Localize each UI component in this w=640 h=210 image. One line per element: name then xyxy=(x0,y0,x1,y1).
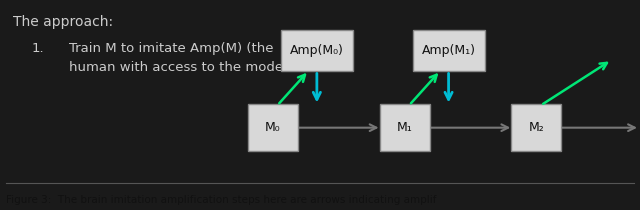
Text: Amp(M₁): Amp(M₁) xyxy=(422,45,476,57)
FancyBboxPatch shape xyxy=(380,104,430,151)
Text: The approach:: The approach: xyxy=(13,15,113,29)
FancyBboxPatch shape xyxy=(413,30,484,71)
Text: Amp(M₀): Amp(M₀) xyxy=(290,45,344,57)
FancyBboxPatch shape xyxy=(281,30,353,71)
Text: M₁: M₁ xyxy=(397,121,413,134)
Text: 1.: 1. xyxy=(31,42,44,55)
Text: M₂: M₂ xyxy=(529,121,544,134)
Text: M₀: M₀ xyxy=(265,121,281,134)
FancyBboxPatch shape xyxy=(511,104,561,151)
Text: Train M to imitate Amp(M) (the
human with access to the model).: Train M to imitate Amp(M) (the human wit… xyxy=(69,42,296,74)
FancyBboxPatch shape xyxy=(248,104,298,151)
Text: Figure 3:  The brain imitation amplification steps here are arrows indicating am: Figure 3: The brain imitation amplificat… xyxy=(6,195,437,205)
